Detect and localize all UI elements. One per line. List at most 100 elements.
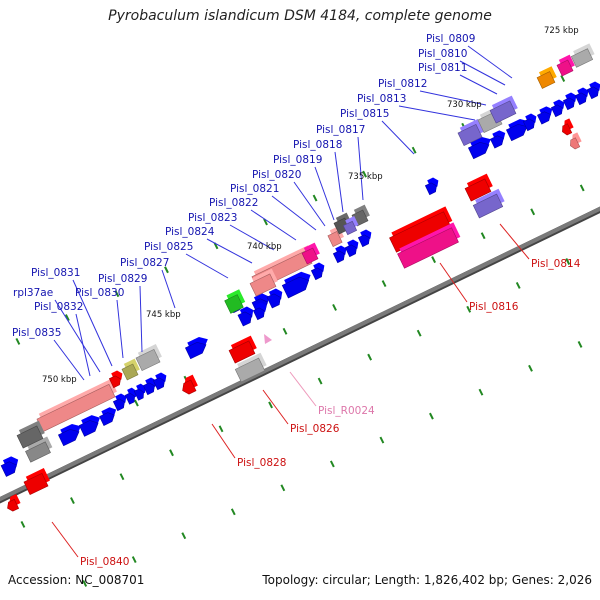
outer-tick-mark bbox=[65, 314, 70, 322]
inner-tick-mark bbox=[134, 399, 139, 407]
gene-label: Pisl_0811 bbox=[418, 62, 467, 74]
outer-tick-mark bbox=[478, 388, 484, 396]
gene-block-reverse bbox=[23, 468, 50, 496]
gene-label: Pisl_0831 bbox=[31, 267, 80, 279]
gene-block-forward bbox=[310, 262, 325, 281]
gene-block-orange bbox=[536, 66, 557, 89]
gene-block-olive bbox=[121, 358, 140, 381]
gene-label: Pisl_0819 bbox=[273, 154, 322, 166]
outer-tick-mark bbox=[213, 242, 219, 250]
leader-line bbox=[206, 238, 253, 264]
outer-tick-mark bbox=[164, 266, 169, 274]
gene-label: Pisl_0820 bbox=[252, 169, 301, 181]
gene-block-forward bbox=[57, 423, 81, 447]
leader-line bbox=[293, 181, 326, 227]
scale-label: 740 kbp bbox=[247, 242, 282, 252]
leader-line bbox=[185, 253, 229, 279]
gene-block-forward bbox=[574, 87, 589, 106]
gene-block-forward bbox=[550, 99, 565, 118]
outer-tick-mark bbox=[263, 218, 268, 226]
leader-line bbox=[467, 45, 513, 79]
leader-line bbox=[357, 136, 364, 201]
gene-block-gray bbox=[16, 420, 45, 449]
gene-block-reverse bbox=[570, 132, 582, 150]
outer-tick-mark bbox=[15, 338, 21, 345]
gene-block-forward bbox=[344, 239, 359, 258]
gene-label: Pisl_0840 bbox=[80, 556, 129, 568]
trna-marker bbox=[264, 334, 272, 344]
gene-label: Pisl_0835 bbox=[12, 327, 61, 339]
gene-block-forward bbox=[490, 130, 506, 149]
outer-tick-mark bbox=[82, 580, 88, 587]
gene-block-magenta bbox=[556, 54, 575, 77]
gene-label: Pisl_0823 bbox=[188, 212, 237, 224]
genome-summary-text: Topology: circular; Length: 1,826,402 bp… bbox=[262, 573, 592, 587]
gene-block-forward bbox=[562, 92, 577, 111]
gene-label: Pisl_0825 bbox=[144, 241, 193, 253]
gene-block-forward bbox=[0, 456, 19, 477]
gene-label: Pisl_0826 bbox=[290, 423, 340, 435]
inner-tick-mark bbox=[20, 521, 26, 528]
gene-block-forward bbox=[99, 407, 117, 426]
gene-label: Pisl_0832 bbox=[34, 301, 83, 313]
gene-block-red bbox=[108, 370, 123, 389]
gene-block-reverse bbox=[182, 374, 198, 395]
gene-label: rpl37ae bbox=[13, 287, 53, 299]
inner-tick-mark bbox=[416, 329, 422, 337]
leader-line bbox=[72, 279, 113, 367]
outer-tick-mark bbox=[528, 364, 533, 372]
accession-text: Accession: NC_008701 bbox=[8, 573, 145, 587]
outer-tick-mark bbox=[329, 460, 335, 468]
outer-tick-mark bbox=[560, 75, 566, 82]
leader-line bbox=[271, 195, 317, 231]
gene-label: Pisl_0827 bbox=[120, 257, 169, 269]
label-leaders bbox=[51, 45, 530, 558]
leader-line bbox=[419, 90, 487, 106]
gene-block-purple bbox=[472, 188, 505, 219]
gene-block-forward bbox=[522, 113, 537, 132]
inner-tick-mark bbox=[431, 256, 437, 264]
gene-block-gray bbox=[135, 344, 162, 372]
gene-block-reverse bbox=[228, 335, 257, 364]
gene-block-reverse bbox=[7, 493, 21, 512]
figure-title: Pyrobaculum islandicum DSM 4184, complet… bbox=[108, 8, 492, 24]
gene-label: Pisl_0828 bbox=[237, 457, 286, 469]
gene-label: Pisl_0821 bbox=[230, 183, 279, 195]
leader-line bbox=[250, 209, 297, 241]
gene-block-forward bbox=[112, 393, 127, 412]
gene-block-forward bbox=[537, 106, 553, 125]
outer-tick-mark bbox=[429, 412, 434, 420]
outer-tick-mark bbox=[312, 194, 318, 202]
gene-block-purple bbox=[489, 95, 518, 124]
gene-block-forward bbox=[467, 136, 491, 160]
leader-line bbox=[116, 299, 124, 359]
inner-tick-mark bbox=[282, 327, 288, 335]
scale-label: 730 kbp bbox=[447, 100, 482, 110]
outer-tick-mark bbox=[230, 508, 236, 516]
inner-tick-mark bbox=[466, 305, 472, 313]
leader-line bbox=[334, 151, 344, 213]
gene-block-purple bbox=[457, 119, 484, 147]
genome-backbone bbox=[0, 206, 600, 504]
inner-tick-mark bbox=[317, 377, 323, 385]
gene-block-forward bbox=[25, 436, 53, 463]
inner-tick-mark bbox=[367, 353, 373, 361]
gene-block-forward bbox=[184, 336, 208, 360]
gene-label: Pisl_0809 bbox=[426, 33, 475, 45]
outer-tick-mark bbox=[577, 340, 583, 348]
gene-block-forward bbox=[266, 288, 283, 309]
leader-line bbox=[439, 262, 468, 303]
inner-tick-mark bbox=[268, 401, 273, 409]
gene-block-forward bbox=[124, 387, 137, 405]
gene-label: Pisl_0817 bbox=[316, 124, 365, 136]
gene-block-forward bbox=[357, 229, 372, 248]
leader-line bbox=[75, 313, 91, 377]
leader-line bbox=[459, 60, 506, 86]
leader-line bbox=[51, 521, 79, 558]
gene-label: Pisl_0816 bbox=[469, 301, 519, 313]
gene-label: Pisl_0830 bbox=[75, 287, 124, 299]
inner-tick-mark bbox=[169, 449, 174, 457]
inner-tick-mark bbox=[218, 425, 224, 433]
scale-label: 735 kbp bbox=[348, 172, 383, 182]
gene-labels: Pisl_0809 Pisl_0810 Pisl_0811 Pisl_0812 Pisl… bbox=[12, 33, 581, 568]
